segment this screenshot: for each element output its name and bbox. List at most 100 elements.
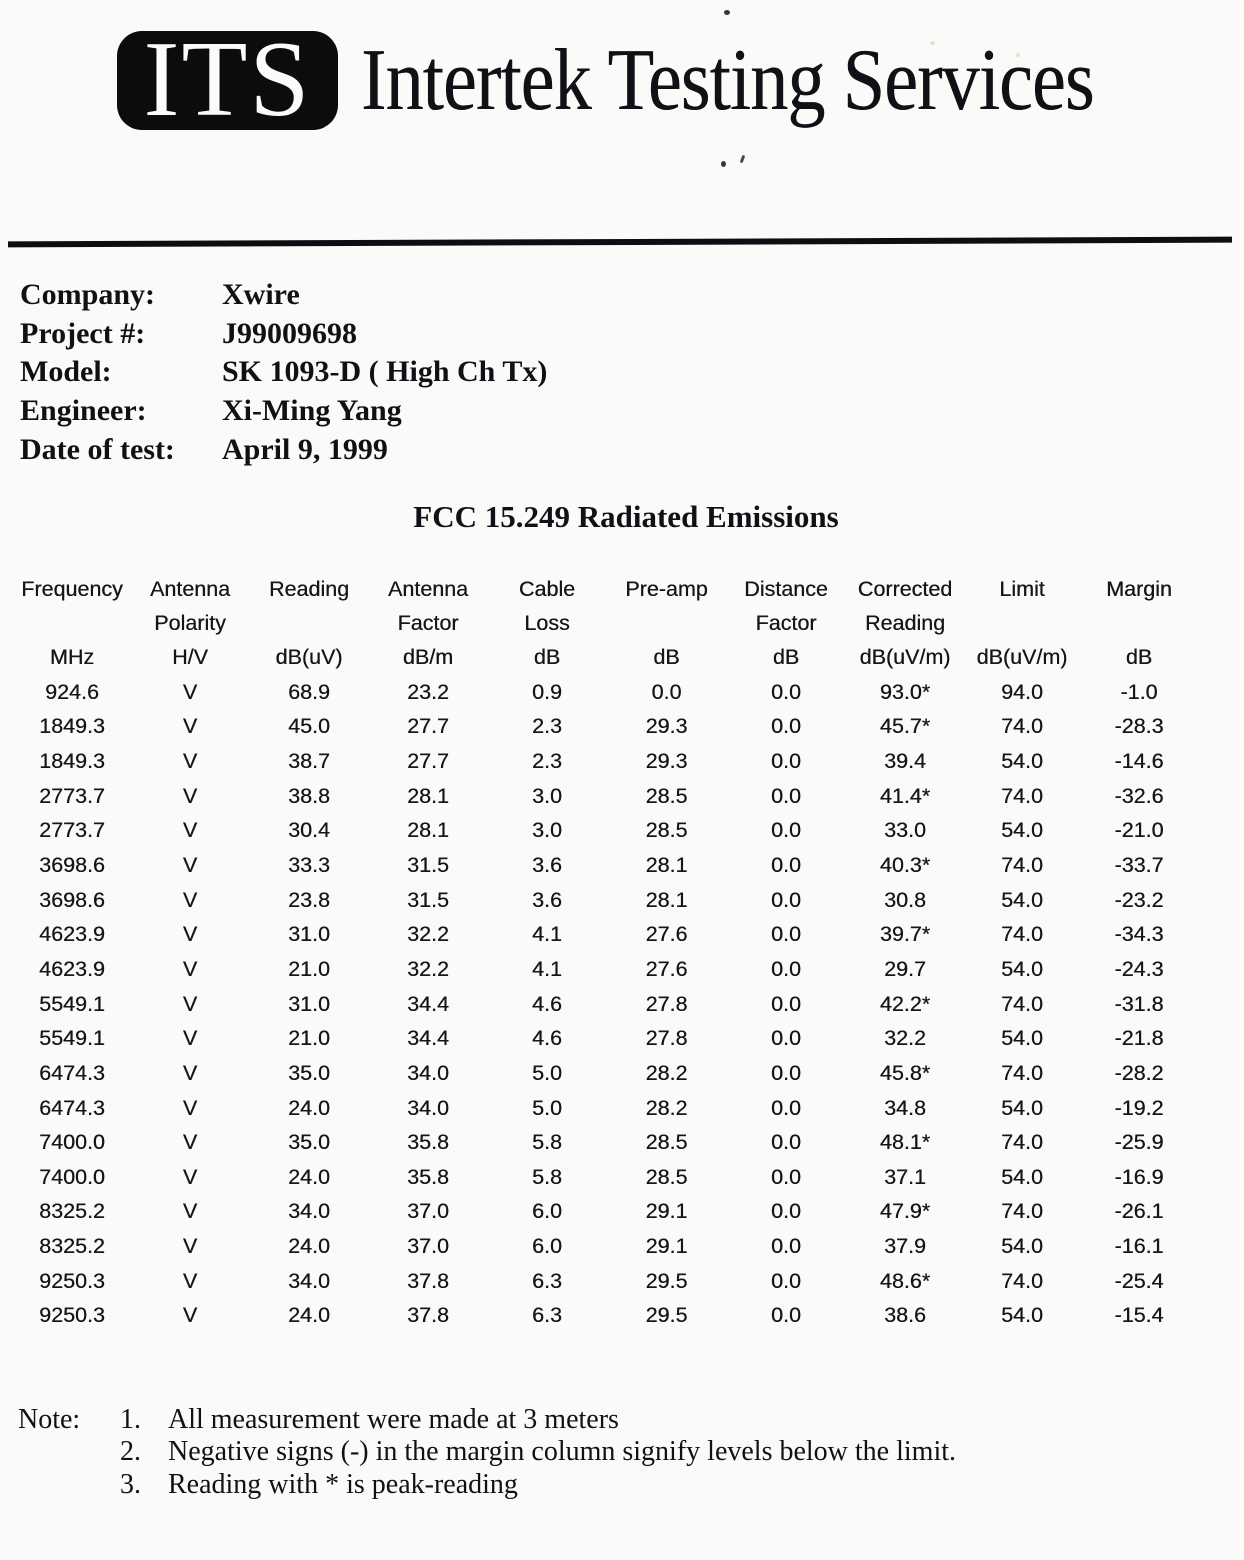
table-cell: 0.0 [771,1268,801,1293]
table-cell: 54.0 [1001,887,1043,912]
table-cell: 37.9 [884,1234,926,1259]
table-cell: 93.0* [879,679,931,704]
header-cell: Reading [864,610,946,635]
table-cell: V [182,1199,198,1224]
table-cell: 24.0 [288,1234,330,1259]
note-number: 3. [120,1468,141,1500]
table-cell: 29.3 [645,749,688,774]
table-cell: 31.0 [288,922,330,947]
table-cell: 38.7 [288,749,330,774]
info-label: Project #: [20,316,146,350]
table-row: 2773.7 V 38.8 28.1 3.0 28.5 0.0 41.4* 74.0 -32.6 [13,779,1198,814]
table-row: 7400.0 V 35.0 35.8 5.8 28.5 0.0 48.1* 74.0 -25.9 [13,1125,1198,1160]
table-cell: 0.0 [771,1130,801,1155]
header-cell [249,606,369,640]
table-cell: -1.0 [1120,679,1158,704]
header-cell: Cable [518,577,576,601]
table-cell: 8325.2 [39,1199,105,1224]
header-cell: dB(uV/m) [859,645,951,669]
table-cell: 0.9 [532,679,562,704]
table-cell: 37.8 [407,1268,449,1293]
table-cell: -32.6 [1114,783,1164,808]
table-cell: 45.7* [879,714,931,739]
table-cell: 34.8 [884,1095,926,1120]
table-cell: 0.0 [771,887,801,912]
table-cell: 37.0 [407,1199,449,1224]
table-cell: 32.2 [407,956,449,981]
header-divider-rule [7,236,1233,248]
table-cell: 0.0 [771,991,801,1016]
header-cell: Antenna [149,577,231,601]
info-row: Model: SK 1093-D ( High Ch Tx) [20,353,547,392]
table-cell: 94.0 [1001,679,1043,704]
table-cell: 74.0 [1001,1060,1043,1085]
header-cell: dB [533,645,561,669]
table-cell: 27.8 [645,991,688,1016]
table-cell: 2.3 [532,714,562,739]
table-cell: 28.5 [645,1130,688,1155]
table-cell: 4.6 [532,991,562,1016]
table-cell: 54.0 [1001,1234,1043,1259]
table-cell: 74.0 [1001,783,1043,808]
table-cell: 28.5 [645,783,688,808]
table-cell: 0.0 [771,853,801,878]
header-cell: Factor [755,610,817,635]
table-cell: 0.0 [771,714,801,739]
header-cell: Loss [524,610,570,635]
table-cell: 24.0 [288,1095,330,1120]
table-cell: 34.0 [288,1268,330,1293]
header-row: Polarity Factor Loss Factor Reading [13,606,1198,640]
table-cell: 54.0 [1001,1164,1043,1189]
table-cell: 28.1 [645,853,688,878]
table-cell: 29.7 [884,956,926,981]
table-cell: 54.0 [1001,1026,1043,1051]
note-number: 1. [120,1404,141,1435]
table-cell: 0.0 [771,749,801,774]
table-row: 6474.3 V 24.0 34.0 5.0 28.2 0.0 34.8 54.0 -19.2 [13,1091,1198,1126]
header-cell: Factor [397,610,459,635]
table-cell: 30.4 [288,818,330,843]
table-cell: 32.2 [407,922,449,947]
table-cell: 8325.2 [39,1234,105,1259]
table-cell: 37.0 [407,1234,449,1259]
table-cell: 28.1 [645,887,688,912]
table-cell: 40.3* [879,853,931,878]
header-cell: dB(uV) [275,645,343,669]
header-cell: dB/m [402,645,454,669]
company-brand-title: Intertek Testing Services [361,32,1094,129]
header-cell: Polarity [154,610,226,635]
table-row: 7400.0 V 24.0 35.8 5.8 28.5 0.0 37.1 54.0 -16.9 [13,1160,1198,1195]
info-value: April 9, 1999 [222,432,388,466]
scan-speck [930,41,935,45]
table-row: 5549.1 V 21.0 34.4 4.6 27.8 0.0 32.2 54.0 -21.8 [13,1021,1198,1056]
table-cell: 28.2 [645,1095,688,1120]
table-cell: 29.5 [645,1268,688,1293]
table-cell: -33.7 [1114,853,1164,878]
table-cell: 29.3 [645,714,688,739]
table-cell: V [182,714,198,739]
header-cell: H/V [172,645,208,669]
table-cell: -21.8 [1114,1026,1164,1051]
note-number: 2. [120,1436,141,1468]
table-cell: 29.1 [645,1199,688,1224]
table-cell: 7400.0 [39,1130,105,1155]
table-row: 924.6 V 68.9 23.2 0.9 0.0 0.0 93.0* 94.0 -1.0 [13,675,1198,710]
table-cell: 28.1 [407,818,449,843]
info-block: Company: Xwire Project #: J99009698 Model: SK… [20,276,547,469]
table-cell: 54.0 [1001,1095,1043,1120]
table-cell: 74.0 [1001,853,1043,878]
header-row: MHz H/V dB(uV) dB/m dB dB dB dB(uV/m) dB(uV/m) dB [13,640,1198,675]
table-cell: -25.4 [1114,1268,1164,1293]
table-row: 4623.9 V 31.0 32.2 4.1 27.6 0.0 39.7* 74.0 -34.3 [13,917,1198,952]
table-cell: 0.0 [771,1164,801,1189]
table-row: 9250.3 V 34.0 37.8 6.3 29.5 0.0 48.6* 74.0 -25.4 [13,1264,1198,1299]
header-cell: Pre-amp [625,577,708,601]
table-cell: 9250.3 [39,1268,105,1293]
table-row: 2773.7 V 30.4 28.1 3.0 28.5 0.0 33.0 54.0 -21.0 [13,814,1198,849]
table-cell: 35.0 [288,1130,330,1155]
table-cell: 74.0 [1001,714,1043,739]
table-cell: 3.0 [532,783,562,808]
header-cell: Margin [1106,577,1172,601]
table-cell: -25.9 [1114,1130,1164,1155]
info-label: Model: [20,355,112,389]
